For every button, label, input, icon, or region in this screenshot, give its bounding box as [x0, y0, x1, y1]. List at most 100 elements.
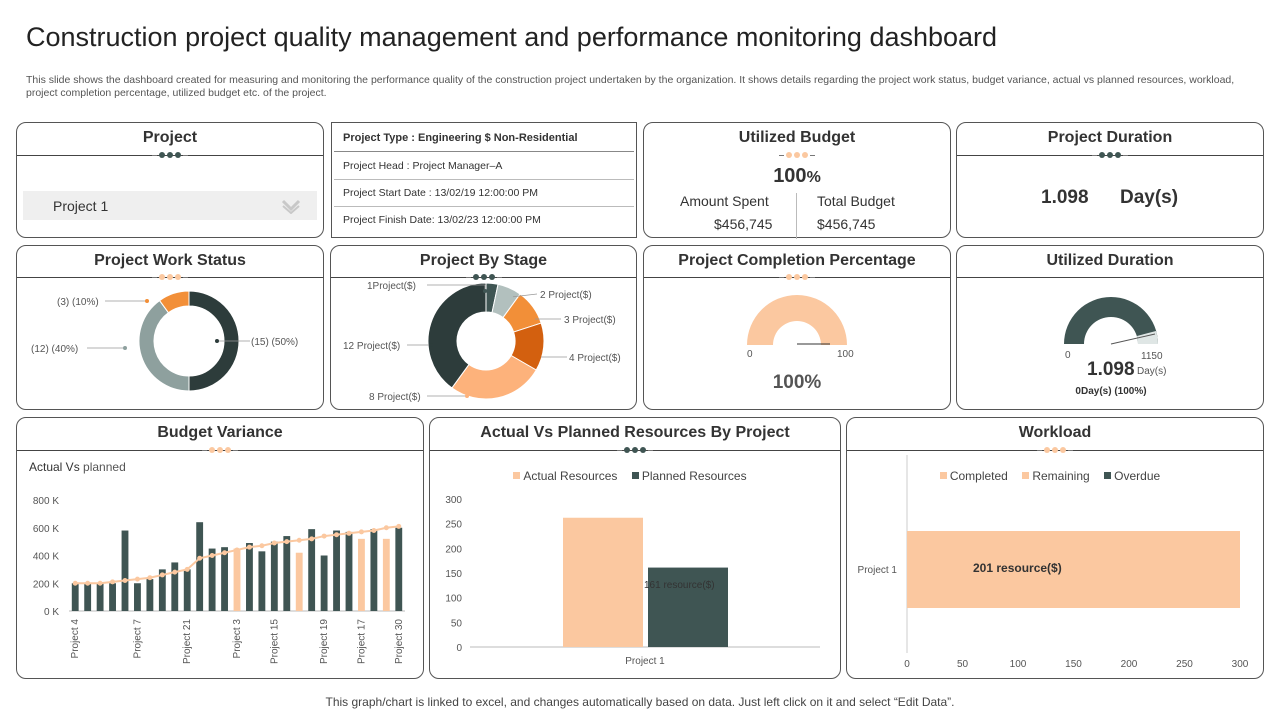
legend-remaining-label: Remaining: [1032, 468, 1090, 483]
panel-title: Project Work Status: [94, 252, 246, 269]
duration-unit: Day(s): [1120, 187, 1179, 208]
planned-point: [85, 580, 91, 586]
work-status-slice: [138, 299, 190, 392]
workload-bar-label: 201 resource($): [973, 561, 1062, 575]
planned-point: [271, 540, 277, 546]
project-info-table: Project Type : Engineering $ Non-Residen…: [331, 122, 637, 238]
title-dots: [779, 152, 815, 158]
duration-gauge-value: 1.098: [1087, 359, 1135, 380]
x-tick-label: Project 4: [70, 619, 81, 659]
resources-category: Project 1: [625, 656, 665, 667]
actual-bar: [221, 547, 228, 611]
workload-category: Project 1: [858, 565, 898, 576]
utilized-duration-gauge: 0 1150 1.098 Day(s) 0Day(s) (100%): [1064, 297, 1166, 397]
actual-bar: [71, 583, 79, 611]
panel-title: Project By Stage: [419, 252, 548, 269]
workload-chart: 201 resource($) Project 1 0 50 100 150 200 25…: [858, 455, 1249, 670]
title-dots: [202, 447, 238, 453]
actual-bar: [370, 529, 378, 611]
planned-bar-label: 161 resource($): [644, 580, 715, 591]
info-project-head: Project Head : Project Manager–A: [334, 153, 634, 180]
legend-actual: Actual Resources: [513, 469, 617, 483]
actual-bar: [246, 543, 253, 611]
planned-point: [321, 533, 327, 539]
footer-note: This graph/chart is linked to excel, and…: [325, 695, 955, 709]
planned-point: [234, 547, 240, 553]
info-start-date: Project Start Date : 13/02/19 12:00:00 P…: [334, 180, 634, 207]
work-status-slice: [158, 290, 190, 314]
planned-point: [197, 555, 203, 561]
actual-bar: [333, 530, 340, 611]
utilized-budget-panel: Utilized Budget 100% Amount Spent $456,7…: [643, 122, 951, 239]
planned-point: [97, 580, 103, 586]
amount-spent-value: $456,745: [714, 216, 773, 232]
planned-point: [358, 529, 364, 535]
x-tick-label: 300: [1232, 659, 1249, 670]
actual-bar: [283, 536, 291, 611]
legend-actual-label: Actual Resources: [523, 468, 618, 483]
actual-bar: [84, 583, 92, 611]
bv-subtitle-a: Actual Vs: [29, 460, 80, 474]
budget-variance-chart: 800 K 600 K 400 K 200 K 0 K Project 4 Project…: [33, 496, 405, 664]
label-marker: [123, 346, 127, 350]
project-select-value: Project 1: [53, 198, 109, 214]
panel-title: Workload: [1018, 424, 1092, 441]
label-marker: [145, 299, 149, 303]
planned-point: [259, 543, 265, 549]
label-marker: [537, 355, 541, 359]
actual-bar: [270, 541, 278, 611]
planned-point: [147, 575, 153, 581]
label-marker: [531, 317, 535, 321]
y-tick-label: 250: [445, 520, 462, 531]
x-tick-label: 100: [1010, 659, 1027, 670]
label-marker: [509, 295, 513, 299]
stage-slice: [451, 354, 537, 400]
ws-label-overdue: (3) (10%): [57, 297, 99, 308]
resources-chart: 300 250 200 150 100 50 0 161 resource($) Proje…: [445, 495, 820, 667]
panel-title: Project Duration: [1047, 129, 1173, 146]
page-title: Construction project quality management …: [26, 22, 998, 52]
gauge-fill: [1064, 297, 1158, 344]
panel-title: Utilized Budget: [738, 129, 856, 146]
info-project-type: Project Type : Engineering $ Non-Residen…: [334, 125, 634, 152]
total-budget-label: Total Budget: [817, 193, 895, 209]
actual-bar: [96, 583, 104, 611]
planned-point: [284, 539, 290, 545]
y-tick-label: 400 K: [33, 552, 59, 563]
ws-label-completed: (15) (50%): [251, 337, 298, 348]
title-dots: [152, 152, 188, 158]
actual-bar: [196, 522, 204, 611]
chevron-down-icon[interactable]: [281, 198, 301, 214]
planned-point: [396, 523, 402, 529]
planned-point: [371, 528, 377, 534]
actual-bar: [320, 555, 328, 611]
ws-label-remaining: (12) (40%): [31, 344, 78, 355]
x-tick-label: Project 3: [232, 619, 243, 659]
planned-point: [309, 536, 315, 542]
y-tick-label: 100: [445, 594, 462, 605]
amount-spent-label: Amount Spent: [680, 193, 769, 209]
planned-point: [184, 566, 190, 572]
actual-resources-bar: [563, 517, 643, 647]
actual-bar: [158, 569, 166, 611]
actual-bar: [208, 548, 216, 611]
duration-summary: 0Day(s) (100%): [1075, 386, 1146, 397]
planned-point: [346, 530, 352, 536]
x-tick-label: 50: [957, 659, 969, 670]
actual-bar: [358, 538, 365, 611]
gauge-fill: [747, 295, 847, 345]
budget-percent: 100: [773, 165, 807, 187]
label-marker: [429, 343, 433, 347]
planned-point: [222, 550, 228, 556]
work-status-chart: (3) (10%) (12) (40%) (15) (50%): [31, 290, 298, 392]
stage-slice: [427, 282, 487, 389]
workload-panel: Workload Completed Remaining Overdue 201…: [846, 417, 1264, 679]
budget-variance-panel: Budget Variance Actual Vs planned 800 K 6…: [16, 417, 424, 679]
planned-point: [134, 576, 140, 582]
duration-value: 1.098: [1041, 187, 1089, 208]
gauge-min: 0: [1065, 350, 1071, 361]
title-dots: [617, 447, 653, 453]
project-select[interactable]: Project 1: [23, 191, 317, 220]
label-marker: [483, 289, 487, 293]
planned-point: [296, 537, 302, 543]
